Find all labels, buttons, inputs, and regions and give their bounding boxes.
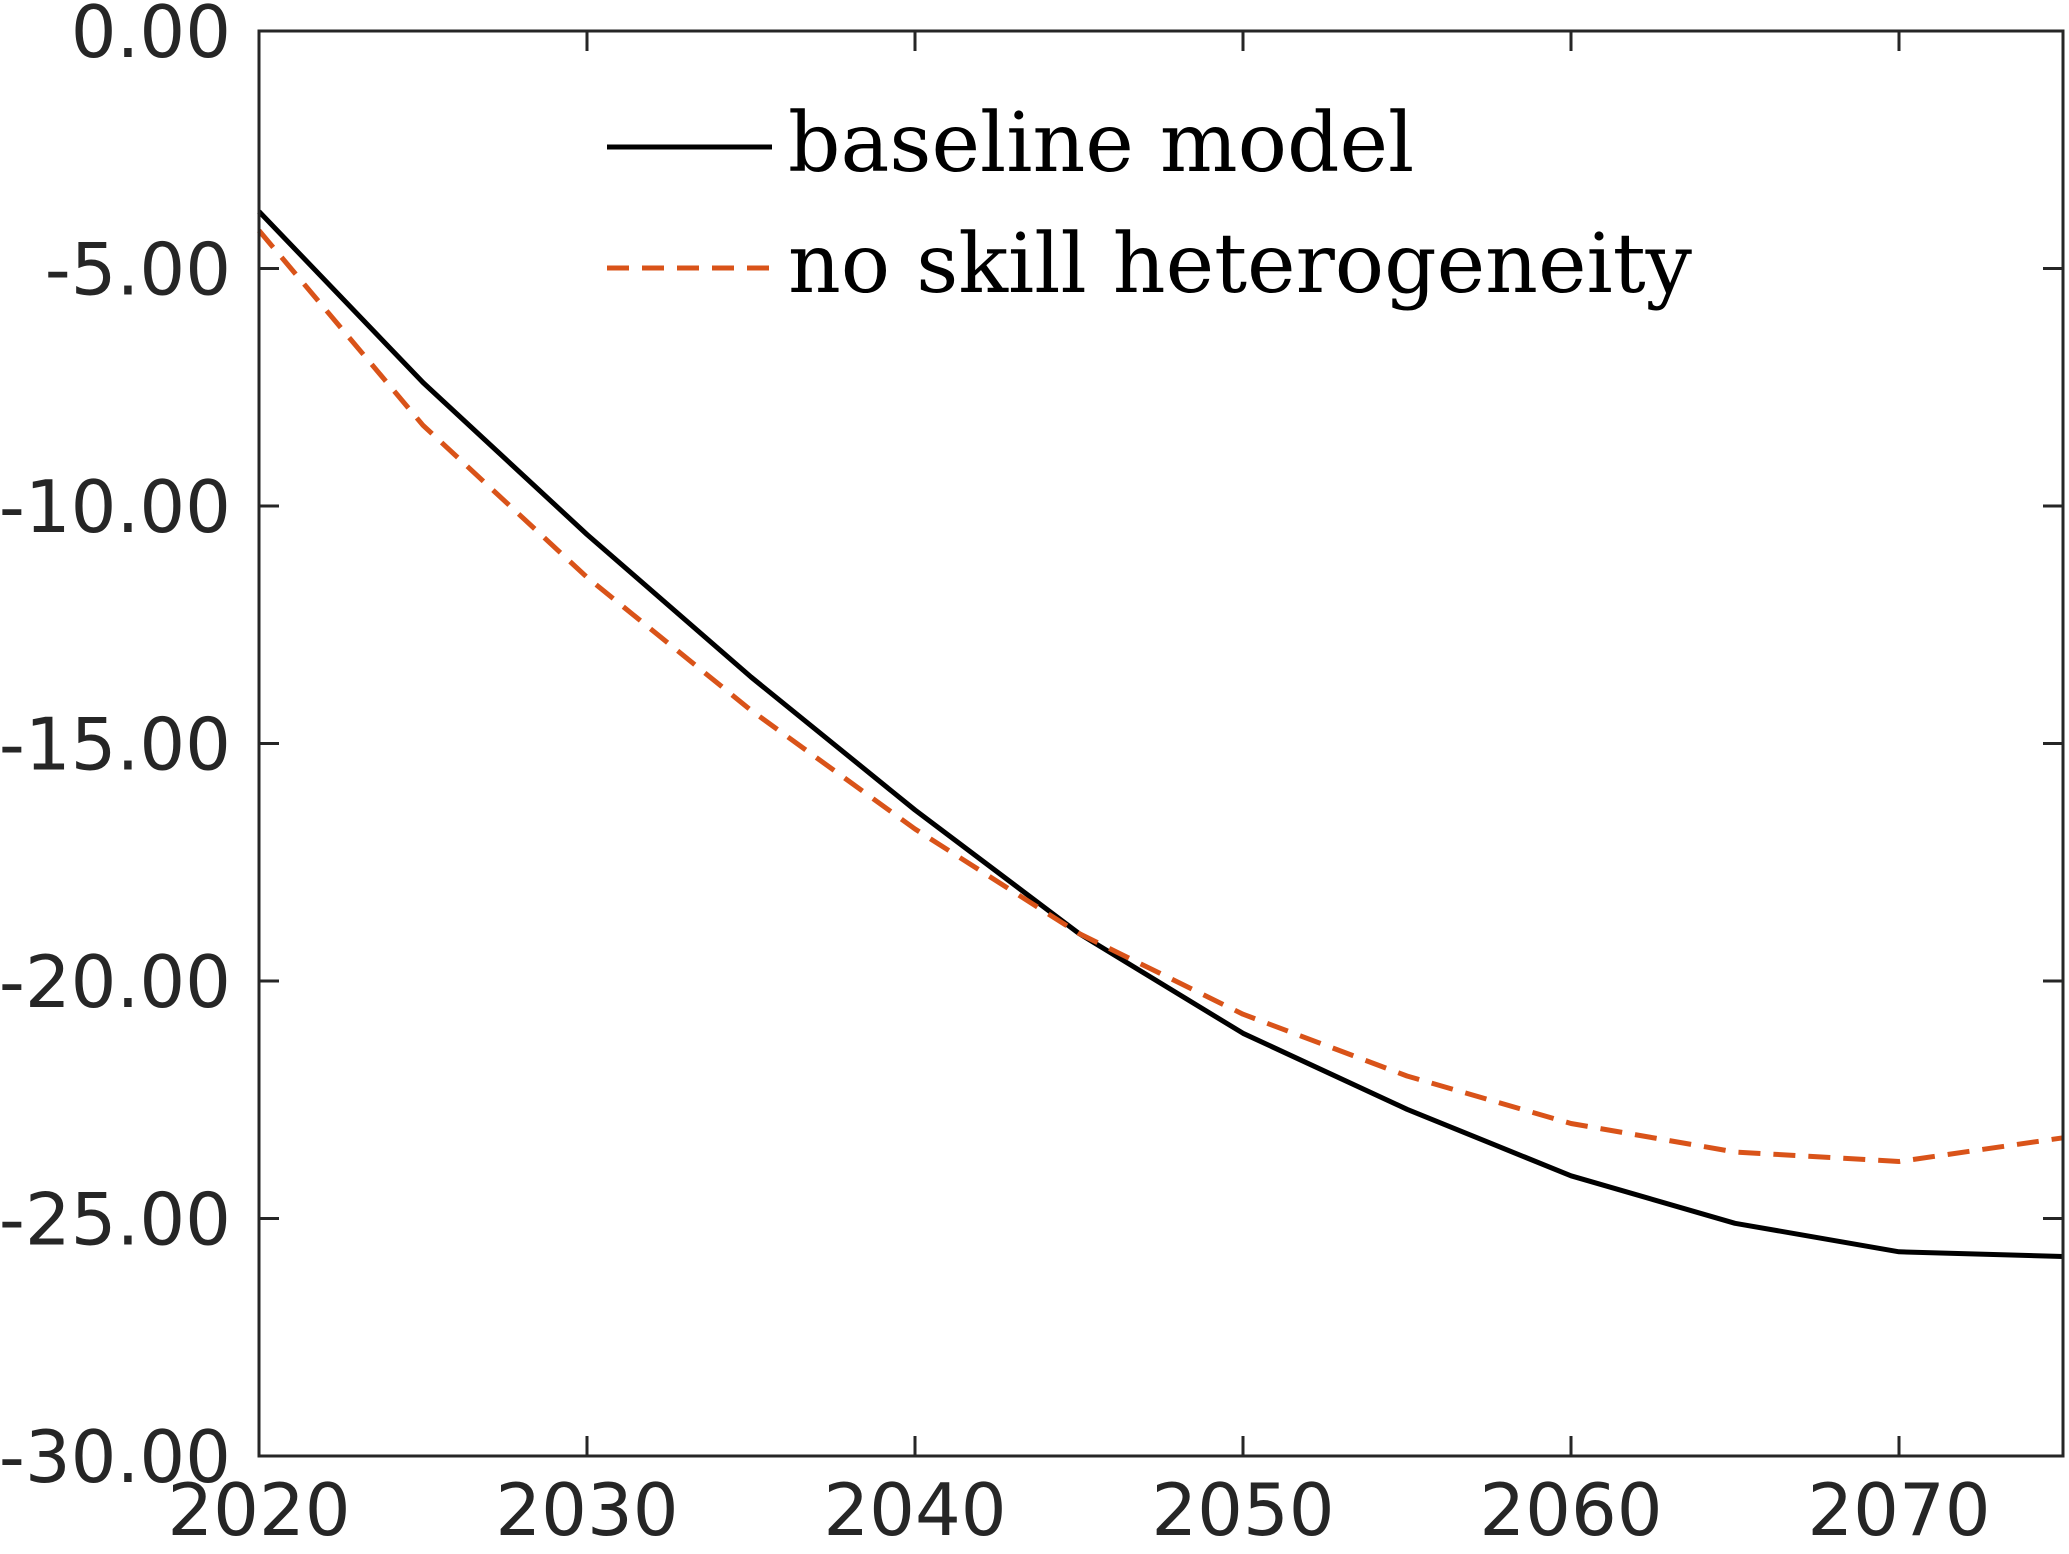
x-tick-label: 2050 [1151, 1468, 1334, 1552]
legend-label: baseline model [788, 96, 1414, 191]
x-tick-label: 2030 [495, 1468, 678, 1552]
series-line-baseline-model [257, 209, 2064, 1259]
y-tick-label: -25.00 [0, 1178, 231, 1262]
y-tick-label: -30.00 [0, 1415, 231, 1499]
x-tick-labels: 2020 2030 2040 2050 2060 2070 [167, 1468, 1990, 1552]
y-tick-label: -5.00 [45, 228, 231, 312]
x-tick-label: 2070 [1807, 1468, 1990, 1552]
legend: baseline model no skill heterogeneity [607, 96, 1693, 312]
series-line-no-skill-heterogeneity [257, 228, 2064, 1164]
x-tick-label: 2040 [823, 1468, 1006, 1552]
y-tick-label: -15.00 [0, 703, 231, 787]
y-tick-label: -20.00 [0, 940, 231, 1024]
x-tick-label: 2060 [1479, 1468, 1662, 1552]
legend-label: no skill heterogeneity [788, 217, 1693, 312]
y-tick-labels: 0.00 -5.00 -10.00 -15.00 -20.00 -25.00 -30.00 [0, 0, 231, 1499]
plot-frame [257, 29, 2065, 1458]
y-tick-label: 0.00 [71, 0, 231, 74]
series-lines [257, 209, 2064, 1259]
x-tick-label: 2020 [167, 1468, 350, 1552]
y-tick-label: -10.00 [0, 465, 231, 549]
